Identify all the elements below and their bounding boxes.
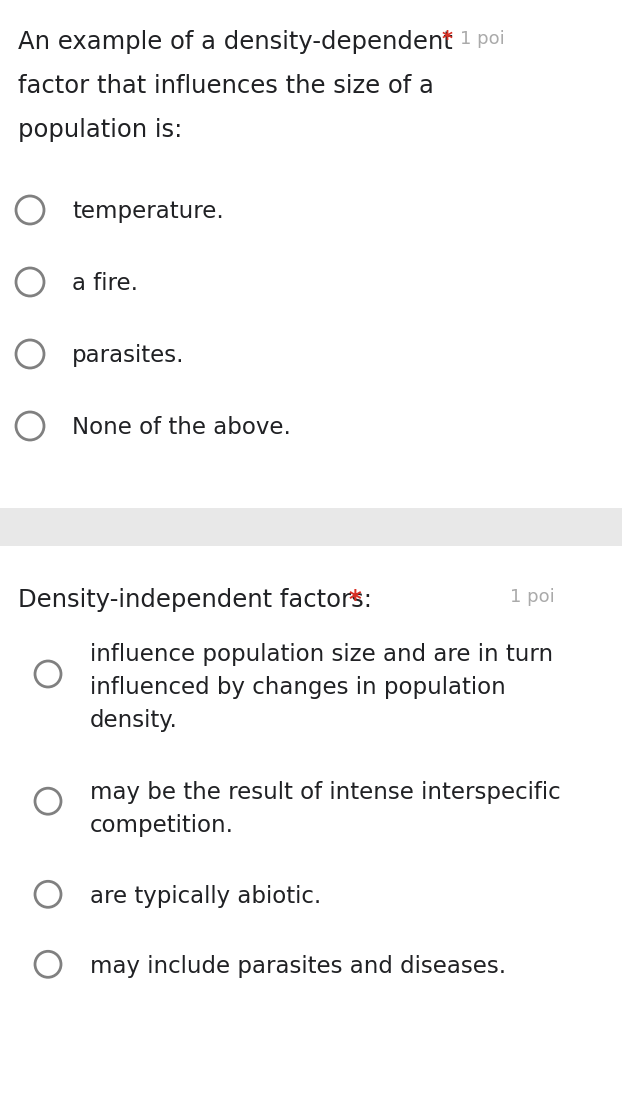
Text: population is:: population is: <box>18 119 182 142</box>
Text: may be the result of intense interspecific
competition.: may be the result of intense interspecif… <box>90 781 560 837</box>
Circle shape <box>16 268 44 296</box>
Bar <box>0 508 622 546</box>
Text: temperature.: temperature. <box>72 200 224 222</box>
Text: may include parasites and diseases.: may include parasites and diseases. <box>90 955 506 978</box>
Circle shape <box>16 340 44 368</box>
Text: *: * <box>442 30 453 50</box>
Text: Density-independent factors:: Density-independent factors: <box>18 588 380 612</box>
Text: 1 poi: 1 poi <box>510 588 555 606</box>
Text: None of the above.: None of the above. <box>72 416 291 439</box>
Text: influence population size and are in turn
influenced by changes in population
de: influence population size and are in tur… <box>90 643 553 732</box>
Text: parasites.: parasites. <box>72 344 185 367</box>
Circle shape <box>16 196 44 224</box>
Text: *: * <box>348 588 361 612</box>
Text: An example of a density-dependent: An example of a density-dependent <box>18 30 453 54</box>
Circle shape <box>35 951 61 977</box>
Text: 1 poi: 1 poi <box>460 30 505 48</box>
Text: factor that influences the size of a: factor that influences the size of a <box>18 74 434 98</box>
Circle shape <box>35 788 61 814</box>
Circle shape <box>16 413 44 440</box>
Text: are typically abiotic.: are typically abiotic. <box>90 885 321 908</box>
Text: a fire.: a fire. <box>72 272 138 295</box>
Circle shape <box>35 661 61 686</box>
Circle shape <box>35 881 61 908</box>
